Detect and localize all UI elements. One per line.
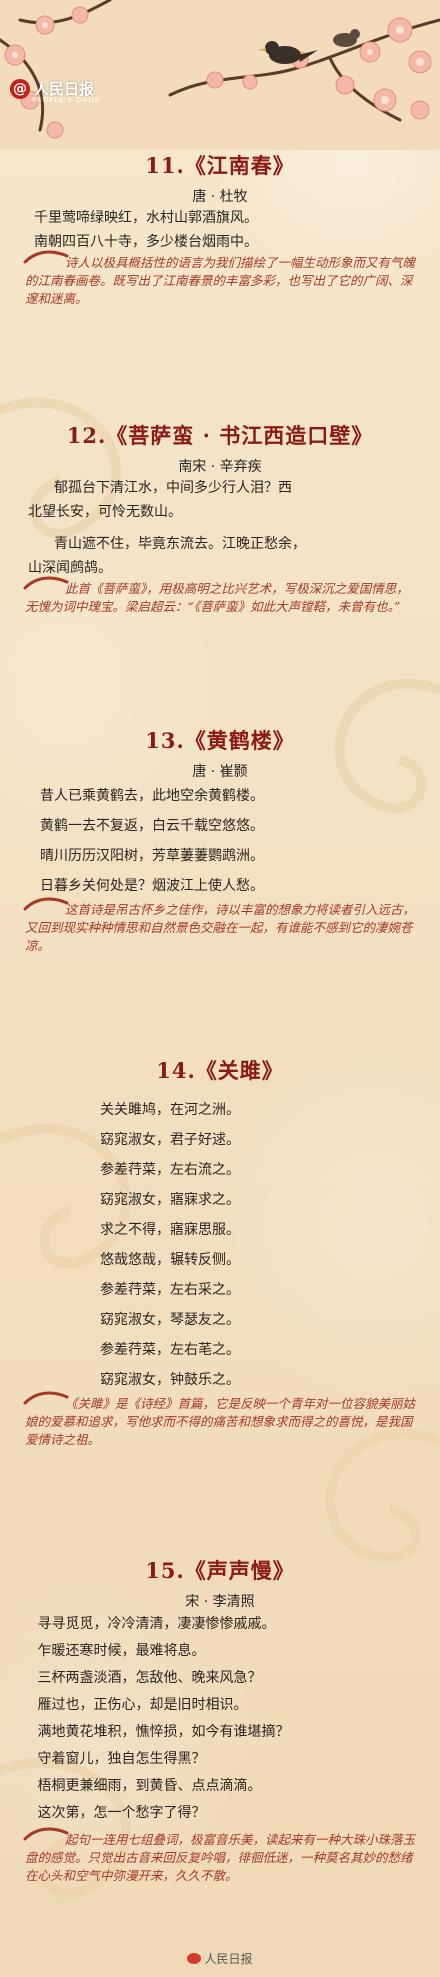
poem-title: 14.《关雎》 [156,1058,284,1083]
poem-line: 参差荇菜，左右芼之。 [100,1342,240,1358]
poem-title: 12.《菩萨蛮 · 书江西造口壁》 [66,423,374,448]
poem-section-15: 15.《声声慢》 宋 · 李清照 寻寻觅觅，冷冷清清，凄凄惨惨戚戚。 乍暖还寒时… [0,1555,440,1885]
poem-line: 这次第，怎一个愁字了得？ [37,1805,206,1821]
poem-commentary: 《关雎》是《诗经》首篇，它是反映一个青年对一位容貌美丽姑娘的爱慕和追求，写他求而… [23,1391,416,1449]
poem-line: 守着窗儿，独自怎生得黑？ [37,1751,206,1767]
poem-author: 唐 · 杜牧 [192,189,248,205]
commentary-text: 此首《菩萨蛮》，用极高明之比兴艺术，写极深沉之爱国情思，无愧为词中瑰宝。梁启超云… [25,581,409,614]
poem-section-13: 13.《黄鹤楼》 唐 · 崔颢 昔人已乘黄鹤去，此地空余黄鹤楼。 黄鹤一去不复返… [0,725,440,955]
commentary-text: 《关雎》是《诗经》首篇，它是反映一个青年对一位容貌美丽姑娘的爱慕和追求，写他求而… [25,1396,416,1447]
brush-stroke-icon [23,250,69,264]
poem-commentary: 这首诗是吊古怀乡之佳作，诗以丰富的想象力将读者引入远古，又回到现实种种情思和自然… [23,897,416,955]
poem-line: 黄鹤一去不复返，白云千载空悠悠。 [40,818,264,834]
poem-line: 悠哉悠哉，辗转反侧。 [100,1252,240,1268]
poem-line: 青山遮不住，毕竟东流去。江晚正愁余， [54,536,306,552]
poem-title: 13.《黄鹤楼》 [145,728,295,753]
poem-line: 满地黄花堆积，憔悴损，如今有谁堪摘？ [37,1724,290,1740]
poem-line: 窈窕淑女，寤寐求之。 [100,1192,240,1208]
poem-line: 日暮乡关何处是？烟波江上使人愁。 [40,878,264,894]
poem-line: 雁过也，正伤心，却是旧时相识。 [37,1697,248,1713]
poem-line: 参差荇菜，左右采之。 [100,1282,240,1298]
poem-body: 昔人已乘黄鹤去，此地空余黄鹤楼。 黄鹤一去不复返，白云千载空悠悠。 晴川历历汉阳… [10,781,430,901]
poem-author: 宋 · 李清照 [185,1594,255,1610]
brand-name: 人民日报 [34,80,95,98]
poem-author: 唐 · 崔颢 [192,764,248,780]
poem-line: 窈窕淑女，君子好逑。 [100,1132,240,1148]
brand-subtitle: PEOPLE'S DAILY [32,96,101,104]
commentary-text: 起句一连用七组叠词，极富音乐美，读起来有一种大珠小珠落玉盘的感觉。只觉出古音来回… [25,1832,416,1883]
poem-line: 南朝四百八十寺，多少楼台烟雨中。 [34,234,258,250]
poem-line: 乍暖还寒时候，最难将息。 [37,1643,206,1659]
poem-line: 求之不得，寤寐思服。 [100,1222,240,1238]
plum-blossom-header-art [0,0,440,150]
poem-commentary: 诗人以极具概括性的语言为我们描绘了一幅生动形象而又有气魄的江南春画卷。既写出了江… [23,250,416,308]
poem-title: 11.《江南春》 [145,153,295,178]
poem-body: 关关雎鸠，在河之洲。 窈窕淑女，君子好逑。 参差荇菜，左右流之。 窈窕淑女，寤寐… [0,1095,440,1395]
weibo-watermark: 人民日报 [0,1950,440,1967]
poem-body: 寻寻觅觅，冷冷清清，凄凄惨惨戚戚。 乍暖还寒时候，最难将息。 三杯两盏淡酒，怎敌… [13,1611,428,1827]
commentary-text: 这首诗是吊古怀乡之佳作，诗以丰富的想象力将读者引入远古，又回到现实种种情思和自然… [25,902,416,953]
poem-line: 千里莺啼绿映红，水村山郭酒旗风。 [34,210,258,226]
commentary-text: 诗人以极具概括性的语言为我们描绘了一幅生动形象而又有气魄的江南春画卷。既写出了江… [25,255,416,306]
watermark-text: 人民日报 [204,1952,253,1966]
poem-body: 郁孤台下清江水，中间多少行人泪？西 北望长安，可怜无数山。 青山遮不住，毕竟东流… [24,476,416,580]
poem-line: 三杯两盏淡酒，怎敌他、晚来风急？ [37,1670,262,1686]
poem-line: 山深闻鹧鸪。 [28,560,112,576]
poem-line: 昔人已乘黄鹤去，此地空余黄鹤楼。 [40,788,264,804]
people-daily-logo: @ 人民日报 PEOPLE'S DAILY [10,78,100,104]
poem-line: 梧桐更兼细雨，到黄昏、点点滴滴。 [37,1778,262,1794]
weibo-at-icon: @ [10,78,30,99]
poem-section-14: 14.《关雎》 关关雎鸠，在河之洲。 窈窕淑女，君子好逑。 参差荇菜，左右流之。… [0,1055,440,1449]
poem-section-12: 12.《菩萨蛮 · 书江西造口壁》 南宋 · 辛弃疾 郁孤台下清江水，中间多少行… [0,420,440,616]
poem-commentary: 此首《菩萨蛮》，用极高明之比兴艺术，写极深沉之爱国情思，无愧为词中瑰宝。梁启超云… [23,576,415,616]
poem-line: 晴川历历汉阳树，芳草萋萋鹦鹉洲。 [40,848,264,864]
poem-body: 千里莺啼绿映红，水村山郭酒旗风。 南朝四百八十寺，多少楼台烟雨中。 [16,206,424,254]
poem-section-11: 11.《江南春》 唐 · 杜牧 千里莺啼绿映红，水村山郭酒旗风。 南朝四百八十寺… [0,150,440,308]
poem-line: 参差荇菜，左右流之。 [100,1162,240,1178]
poem-line: 窈窕淑女，琴瑟友之。 [100,1312,240,1328]
brush-stroke-icon [23,1391,69,1405]
brush-stroke-icon [23,1827,69,1841]
poem-line: 寻寻觅觅，冷冷清清，凄凄惨惨戚戚。 [37,1616,276,1632]
poem-line: 郁孤台下清江水，中间多少行人泪？西 [54,480,292,496]
poem-line: 关关雎鸠，在河之洲。 [100,1102,240,1118]
poem-line: 窈窕淑女，钟鼓乐之。 [100,1372,240,1388]
poem-title: 15.《声声慢》 [145,1558,295,1583]
brush-stroke-icon [23,576,69,590]
poem-line: 北望长安，可怜无数山。 [28,504,182,520]
poem-commentary: 起句一连用七组叠词，极富音乐美，读起来有一种大珠小珠落玉盘的感觉。只觉出古音来回… [23,1827,416,1885]
weibo-logo-icon [187,1953,202,1964]
brush-stroke-icon [23,897,69,911]
poem-author: 南宋 · 辛弃疾 [178,459,262,475]
